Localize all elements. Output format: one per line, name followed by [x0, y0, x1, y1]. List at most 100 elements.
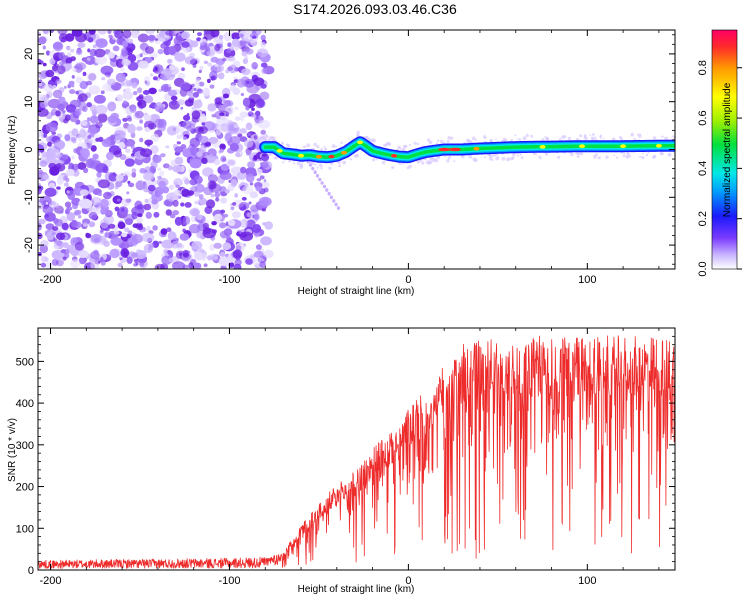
- ridge-halo: [446, 159, 450, 163]
- ridge-halo: [520, 156, 524, 160]
- noise-blob: [80, 148, 90, 159]
- noise-blob: [234, 46, 239, 51]
- ridge-halo: [428, 160, 433, 165]
- noise-blob: [50, 111, 55, 116]
- noise-blob: [188, 262, 194, 269]
- noise-blob: [150, 160, 158, 169]
- noise-blob: [138, 94, 144, 100]
- noise-blob: [240, 166, 247, 174]
- noise-blob: [189, 137, 201, 148]
- y-tick-label: 20: [23, 48, 35, 60]
- ridge-halo: [603, 137, 605, 140]
- noise-blob: [136, 126, 143, 131]
- noise-blob: [151, 193, 163, 202]
- noise-blob: [207, 180, 216, 190]
- noise-blob: [238, 202, 250, 210]
- ridge-peak: [357, 140, 364, 145]
- noise-blob: [122, 40, 128, 48]
- noise-blob: [125, 218, 133, 225]
- noise-blob: [116, 94, 124, 102]
- noise-blob: [90, 260, 100, 269]
- noise-blob: [242, 185, 254, 194]
- noise-blob: [198, 194, 204, 200]
- noise-blob: [66, 46, 71, 51]
- noise-blob: [203, 30, 212, 35]
- noise-blob: [193, 99, 203, 109]
- noise-blob: [88, 85, 101, 95]
- noise-blob: [135, 249, 147, 260]
- noise-blob: [101, 138, 111, 148]
- noise-blob: [139, 137, 144, 143]
- ridge-halo: [338, 164, 342, 167]
- ridge-halo: [370, 138, 374, 143]
- noise-blob: [223, 228, 233, 237]
- noise-blob: [78, 101, 87, 111]
- noise-blob: [96, 171, 102, 178]
- noise-blob: [148, 87, 157, 95]
- noise-blob: [70, 259, 81, 269]
- noise-blob: [260, 34, 266, 41]
- noise-blob: [144, 80, 148, 84]
- ridge-halo: [539, 157, 542, 160]
- noise-blob: [211, 221, 217, 226]
- noise-blob: [98, 198, 109, 208]
- noise-blob: [202, 228, 217, 239]
- noise-blob: [134, 200, 143, 210]
- noise-blob: [243, 139, 254, 148]
- noise-blob: [239, 219, 248, 228]
- ridge-halo: [492, 153, 496, 157]
- noise-blob: [181, 67, 185, 71]
- noise-blob: [100, 228, 104, 233]
- noise-blob: [52, 226, 59, 231]
- ridge-peak: [473, 146, 480, 151]
- ridge-halo: [630, 132, 634, 137]
- ridge-halo: [391, 165, 395, 170]
- ridge-halo: [599, 134, 603, 138]
- ridge-halo: [306, 143, 311, 148]
- noise-blob: [50, 127, 57, 132]
- noise-blob: [71, 30, 83, 37]
- noise-blob: [117, 221, 126, 229]
- noise-blob: [180, 106, 184, 110]
- noise-blob: [42, 174, 50, 180]
- noise-blob: [173, 178, 184, 187]
- ridge-halo: [623, 152, 625, 154]
- noise-blob: [205, 46, 210, 52]
- noise-blob: [155, 105, 165, 113]
- ridge-halo: [625, 155, 628, 158]
- ridge-peak: [448, 147, 461, 152]
- noise-blob: [56, 176, 64, 185]
- ridge-halo: [364, 135, 368, 139]
- noise-blob: [263, 179, 267, 183]
- noise-blob: [152, 225, 158, 231]
- ridge-halo: [450, 136, 454, 140]
- ridge-halo: [647, 151, 650, 154]
- ridge-halo: [589, 134, 592, 137]
- noise-blob: [207, 103, 217, 112]
- noise-blob: [227, 42, 232, 48]
- noise-blob: [75, 109, 82, 116]
- noise-blob: [88, 211, 98, 220]
- noise-blob: [198, 69, 202, 74]
- ridge-halo: [516, 138, 519, 141]
- ridge-halo: [652, 155, 656, 159]
- colorbar-tick-label: 0.8: [697, 60, 709, 75]
- noise-blob: [218, 256, 231, 267]
- ridge-halo: [645, 153, 649, 157]
- ridge-halo: [545, 152, 548, 156]
- noise-blob: [329, 195, 333, 200]
- noise-blob: [245, 122, 253, 131]
- ridge-halo: [576, 151, 581, 156]
- y-tick-label: 10: [23, 96, 35, 108]
- ridge-halo: [471, 136, 476, 141]
- noise-blob: [38, 169, 43, 175]
- noise-blob: [260, 62, 268, 68]
- noise-blob: [257, 119, 271, 129]
- noise-blob: [124, 227, 130, 232]
- noise-blob: [160, 228, 168, 235]
- noise-blob: [144, 46, 155, 54]
- noise-blob: [38, 72, 47, 80]
- noise-blob: [213, 158, 221, 166]
- noise-blob: [83, 167, 89, 174]
- noise-blob: [81, 120, 88, 126]
